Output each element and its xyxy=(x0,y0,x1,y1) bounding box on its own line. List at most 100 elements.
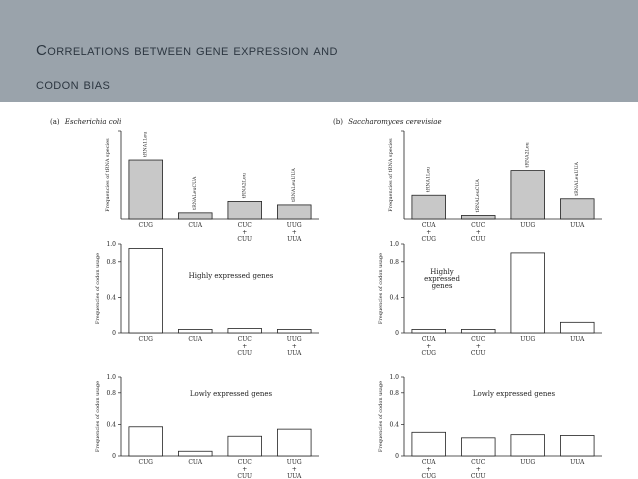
x-tick-label: CUC xyxy=(471,336,486,343)
bar-3 xyxy=(227,201,262,220)
bar-4 xyxy=(560,435,595,457)
bar-1 xyxy=(411,431,446,457)
x-tick-label: CUC xyxy=(471,459,486,466)
chart-b-trna: Frequencies of tRNA speciesCUA+CUGtRNA1L… xyxy=(388,130,602,243)
x-tick-label: + xyxy=(242,229,247,236)
x-tick-label: CUA xyxy=(188,336,202,343)
bar-label: tRNALeuCUA xyxy=(192,176,198,210)
bar-label: tRNALeuCUA xyxy=(475,179,481,213)
y-tick-label: 0.4 xyxy=(389,421,399,428)
bar-4 xyxy=(277,329,312,334)
x-tick-label: UUA xyxy=(287,236,302,243)
chart-a-trna: Frequencies of tRNA species CUG tRNA1Leu CU… xyxy=(105,130,319,243)
chart-annotation: Lowly expressed genes xyxy=(190,390,273,398)
chart-a-high: 0 0.4 0.8 1.0 Frequencies of codon usage CUG C… xyxy=(95,241,319,357)
x-tick-label: UUA xyxy=(287,350,302,357)
y-axis-label: Frequencies of codon usage xyxy=(95,253,101,324)
slide-title-line-1: Correlations between gene expression and xyxy=(36,42,338,59)
y-tick-label: 0.4 xyxy=(106,294,116,301)
x-tick-label: UUG xyxy=(287,336,302,343)
figure: (a) Escherichia coli (b) Saccharomyces c… xyxy=(0,102,638,479)
bar-2 xyxy=(178,212,213,220)
panel-b-prefix: (b) xyxy=(333,118,343,126)
slide-title: Correlations between gene expression and… xyxy=(36,34,596,102)
x-tick-label: CUU xyxy=(471,236,486,243)
y-tick-label: 0.8 xyxy=(389,259,399,266)
bar-2 xyxy=(461,329,496,334)
y-tick-label: 0.4 xyxy=(389,294,399,301)
bar-3 xyxy=(510,434,545,457)
bar-3 xyxy=(227,328,262,334)
x-tick-label: CUU xyxy=(471,350,486,357)
x-tick-label: + xyxy=(426,466,431,473)
slide-header xyxy=(0,0,638,102)
x-tick-label: + xyxy=(292,343,297,350)
bar-label: tRNA2Leu xyxy=(242,173,248,198)
x-tick-label: UUG xyxy=(520,459,535,466)
x-tick-label: CUU xyxy=(237,473,252,479)
y-tick-label: 0.8 xyxy=(389,390,399,397)
x-tick-label: + xyxy=(292,466,297,473)
charts-layer: Frequencies of tRNA species CUG tRNA1Leu CU… xyxy=(95,130,602,479)
x-tick-label: UUG xyxy=(287,222,302,229)
x-tick-label: CUU xyxy=(471,473,486,479)
bar-3 xyxy=(510,170,545,220)
y-tick-label: 0 xyxy=(112,330,116,337)
bar-1 xyxy=(411,329,446,334)
panel-b-caption: (b) Saccharomyces cerevisiae xyxy=(333,118,442,126)
x-tick-label: CUG xyxy=(139,336,154,343)
x-tick-label: CUG xyxy=(139,459,154,466)
x-tick-label: UUG xyxy=(520,336,535,343)
x-tick-label: UUA xyxy=(570,222,585,229)
chart-a-low: 0 0.4 0.8 1.0 Frequencies of codon usage CUG C… xyxy=(95,374,319,479)
x-tick-label: CUC xyxy=(471,222,486,229)
chart-annotation: Highly xyxy=(430,268,454,276)
bar-1 xyxy=(128,159,163,220)
x-tick-label: UUG xyxy=(287,459,302,466)
x-tick-label: CUU xyxy=(237,350,252,357)
bar-3 xyxy=(510,252,545,334)
x-tick-label: + xyxy=(476,343,481,350)
bar-label: tRNA1Leu xyxy=(143,132,149,157)
x-tick-label: UUA xyxy=(570,459,585,466)
y-tick-label: 1.0 xyxy=(389,374,399,381)
x-tick-label: + xyxy=(242,466,247,473)
bar-2 xyxy=(461,437,496,457)
y-axis-label: Frequencies of codon usage xyxy=(95,381,101,452)
x-tick-label: CUA xyxy=(188,459,202,466)
y-tick-label: 0.8 xyxy=(106,259,116,266)
x-tick-label: + xyxy=(242,343,247,350)
x-tick-label: CUG xyxy=(139,222,154,229)
bar-label: tRNALeuUUA xyxy=(291,168,297,202)
x-tick-label: + xyxy=(476,466,481,473)
bar-label: tRNALeuUUA xyxy=(574,162,580,196)
bar-4 xyxy=(277,204,312,220)
y-axis-label: Frequencies of codon usage xyxy=(378,253,384,324)
chart-annotation: genes xyxy=(432,282,453,290)
figure-svg: (a) Escherichia coli (b) Saccharomyces c… xyxy=(50,118,602,479)
bar-1 xyxy=(128,248,163,334)
y-axis-label: Frequencies of codon usage xyxy=(378,381,384,452)
y-tick-label: 0 xyxy=(395,453,399,460)
y-tick-label: 0 xyxy=(395,330,399,337)
panel-b-organism: Saccharomyces cerevisiae xyxy=(348,118,441,126)
chart-annotation: expressed xyxy=(424,275,460,283)
x-tick-label: CUG xyxy=(422,473,437,479)
y-tick-label: 0 xyxy=(112,453,116,460)
y-axis-label: Frequencies of tRNA species xyxy=(388,138,394,212)
bar-4 xyxy=(560,198,595,220)
y-tick-label: 0.4 xyxy=(106,421,116,428)
panel-a-prefix: (a) xyxy=(50,118,60,126)
x-tick-label: + xyxy=(426,229,431,236)
y-tick-label: 1.0 xyxy=(389,241,399,248)
x-tick-label: CUC xyxy=(238,222,253,229)
x-tick-label: + xyxy=(476,229,481,236)
y-tick-label: 0.8 xyxy=(106,390,116,397)
panel-a-organism: Escherichia coli xyxy=(64,118,122,126)
x-tick-label: CUU xyxy=(237,236,252,243)
x-tick-label: CUC xyxy=(238,336,253,343)
bar-1 xyxy=(128,426,163,457)
slide-title-line-2: codon bias xyxy=(36,76,111,93)
